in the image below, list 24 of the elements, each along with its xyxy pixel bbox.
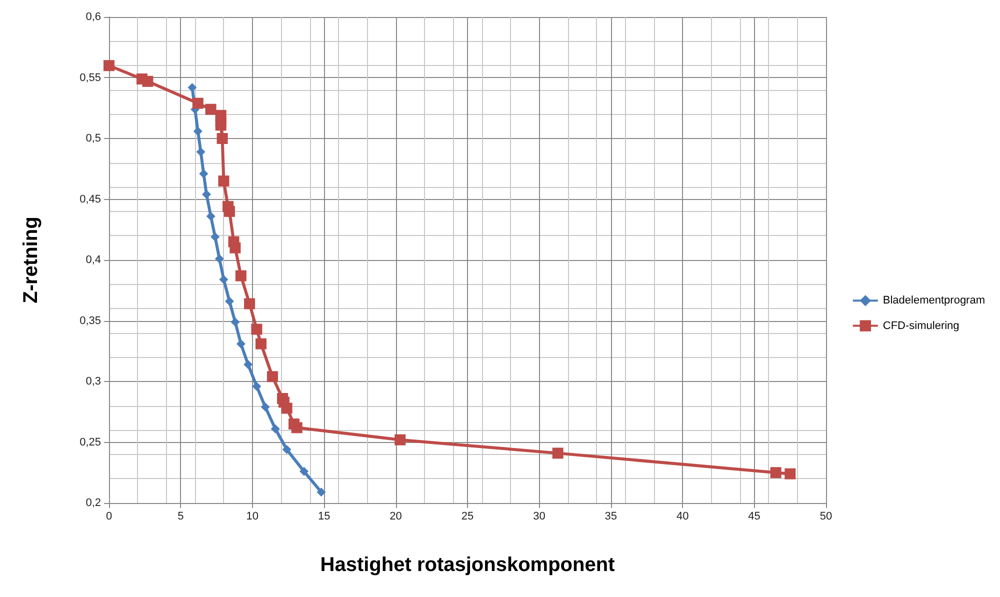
x-tick-label: 10 [246,510,259,522]
y-tick-label: 0,3 [86,376,101,388]
x-tick-label: 30 [533,510,546,522]
x-tick-label: 25 [461,510,474,522]
legend-label: CFD-simulering [882,320,960,332]
x-tick-label: 45 [748,510,760,522]
x-tick-label: 5 [178,510,184,522]
x-tick-label: 20 [390,510,402,522]
y-tick-label: 0,2 [86,497,101,509]
y-tick-label: 0,5 [86,132,101,144]
x-tick-label: 35 [604,510,618,522]
y-tick-label: 0,45 [80,193,101,206]
y-tick-label: 0,6 [86,11,101,23]
x-tick-label: 50 [820,510,832,522]
y-tick-label: 0,25 [80,436,101,448]
x-tick-label: 0 [106,510,112,522]
x-tick-label: 40 [676,510,689,522]
x-axis-title: Hastighet rotasjonskomponent [320,554,616,576]
y-tick-label: 0,4 [86,254,101,266]
legend-label: Bladelementprogram [882,294,986,307]
y-axis-title: Z-retning [20,216,42,304]
y-tick-label: 0,55 [80,72,101,84]
y-tick-label: 0,35 [80,314,101,327]
x-tick-label: 15 [318,510,330,522]
